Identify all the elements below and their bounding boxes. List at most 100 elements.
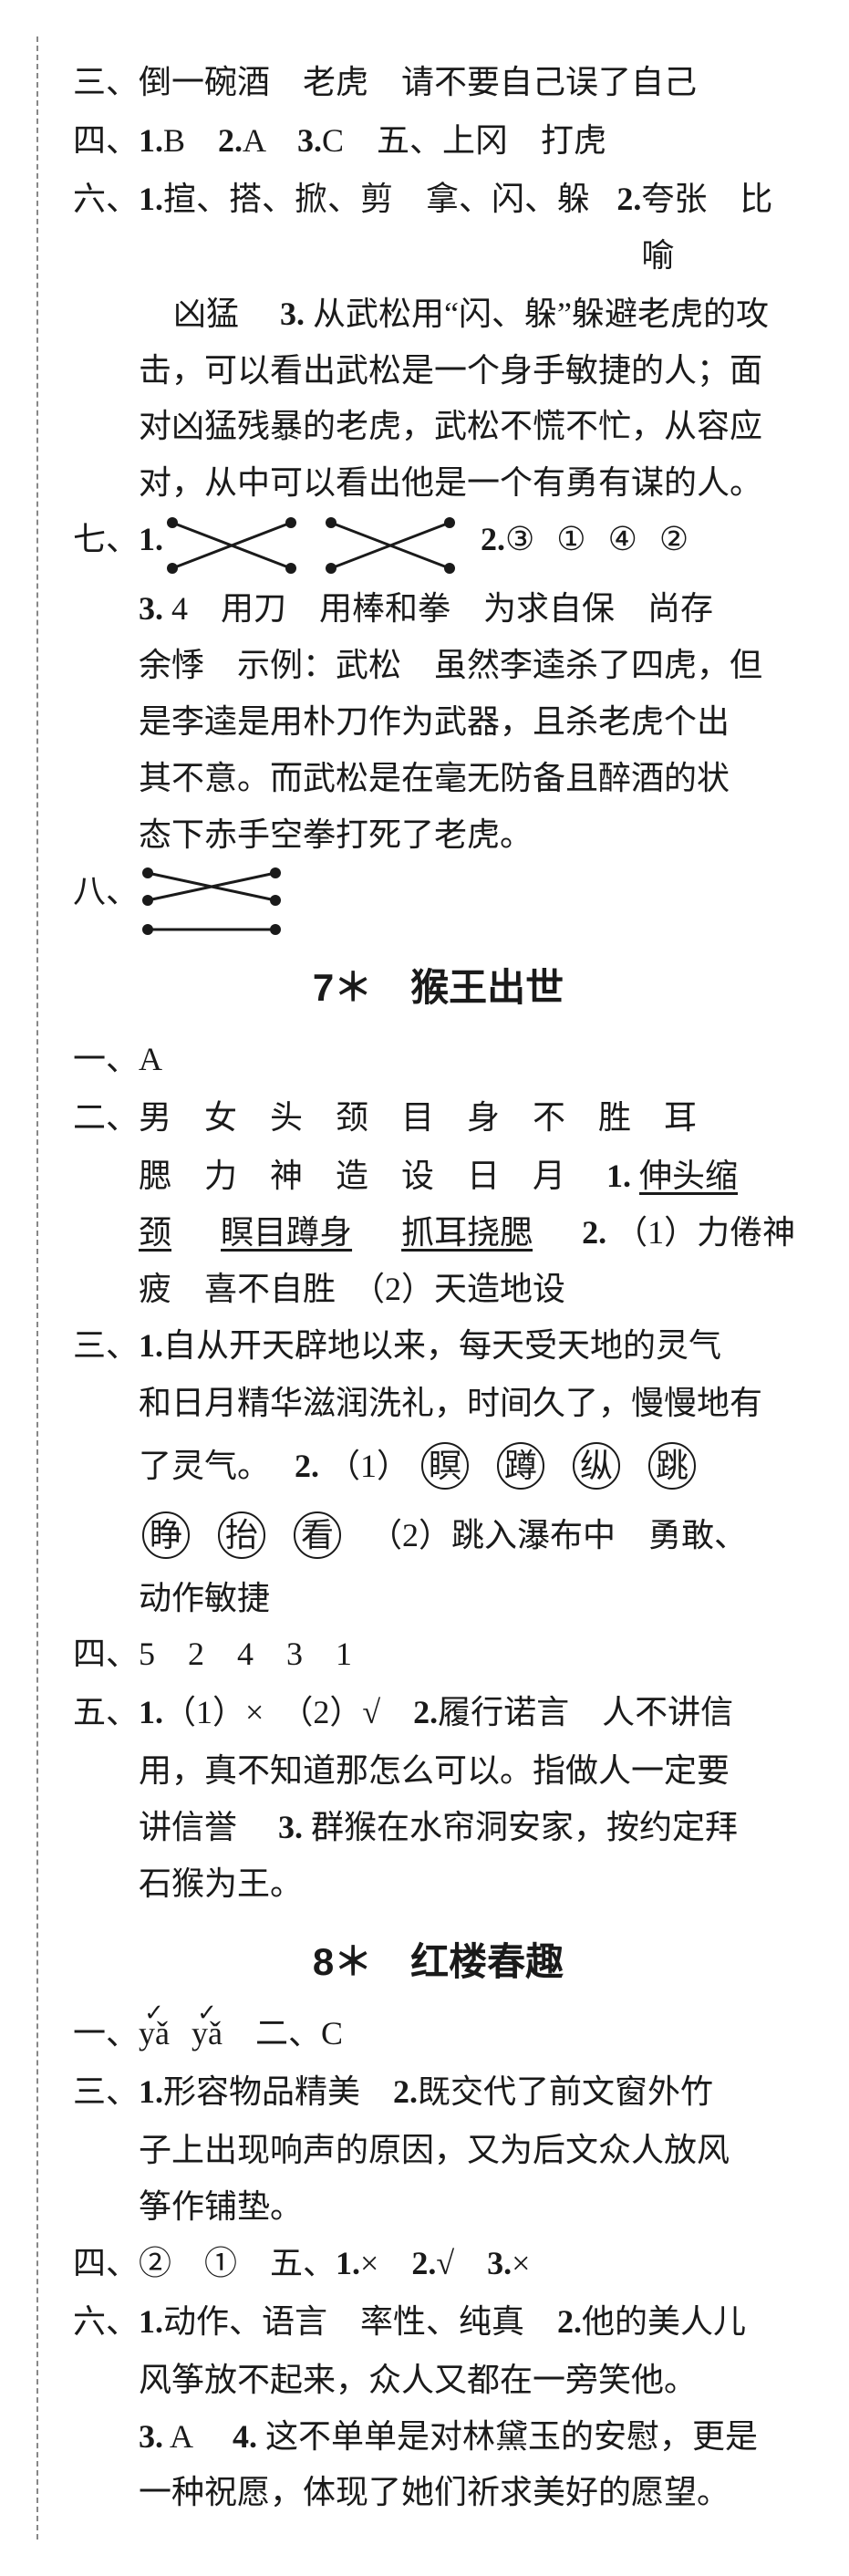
line-san-b2: 子上出现响声的原因，又为后文众人放风 (73, 2123, 803, 2179)
val: 夸张 比喻 (641, 171, 803, 285)
text-underline: 颈 (139, 1214, 171, 1251)
text: 男 女 头 颈 目 身 不 胜 耳 (139, 1090, 697, 1147)
title-text: 8＊ 红楼春趣 (313, 1940, 564, 1983)
line-7-4: 是李逵是用朴刀作为武器，且杀老虎个出 (73, 694, 803, 751)
line-san-4: 睁 抬 看 （2）跳入瀑布中 勇敢、 (73, 1501, 803, 1571)
num: 2. (481, 512, 505, 568)
num: 1. (139, 1685, 163, 1741)
pinyin-checked: ✓ yǎ (192, 2006, 223, 2062)
cross-diagram-3 (139, 864, 285, 939)
line-wu-2: 用，真不知道那怎么可以。指做人一定要 (73, 1743, 803, 1800)
num: 2. (218, 113, 243, 170)
circle-char: 跳 (648, 1442, 696, 1490)
num: 1. (606, 1158, 631, 1194)
line-6-4: 对凶猛残暴的老虎，武松不慌不忙，从容应 (73, 399, 803, 455)
num: 2. (413, 1685, 438, 1741)
text-underline: 瞑目蹲身 (221, 1214, 352, 1251)
val: 这不单单是对林黛玉的安慰，更是 (265, 2418, 758, 2455)
label-4: 四、 (73, 113, 139, 170)
text: 是李逵是用朴刀作为武器，且杀老虎个出 (139, 703, 730, 740)
num: 1. (139, 512, 163, 568)
num: 1. (139, 113, 163, 170)
line-er-2: 腮 力 神 造 设 日 月 1. 伸头缩 (73, 1148, 803, 1205)
text: 讲信誉 (139, 1809, 270, 1845)
val: × (512, 2236, 530, 2292)
line-san-2: 和日月精华滋润洗礼，时间久了，慢慢地有 (73, 1376, 803, 1432)
text: 腮 力 神 造 设 日 月 (139, 1158, 598, 1194)
line-8: 八、 (73, 864, 803, 939)
val: √ (436, 2236, 487, 2292)
cross-diagram-1 (163, 512, 300, 579)
circle-char: 瞑 (421, 1442, 469, 1490)
num: 3. (139, 590, 163, 627)
text: 一种祝愿，体现了她们祈求美好的愿望。 (139, 2474, 730, 2510)
text: ② ① 五、 (139, 2236, 336, 2292)
text: 石猴为王。 (139, 1865, 303, 1902)
title-8-honglou: 8＊ 红楼春趣 (73, 1929, 803, 1995)
text-underline: 伸头缩 (639, 1158, 738, 1194)
text: （2）跳入瀑布中 勇敢、 (353, 1517, 747, 1553)
num: 2. (616, 171, 641, 228)
label-5: 五、 (73, 1685, 139, 1741)
label-3b: 三、 (73, 2064, 139, 2121)
line-7-1: 七、 1. 2. ③ ① ④ ② (73, 512, 803, 579)
title-text: 7＊ 猴王出世 (313, 966, 564, 1009)
circle-char: 睁 (142, 1511, 190, 1559)
circle-char: 纵 (573, 1442, 620, 1490)
circle-num: ① (556, 512, 585, 568)
line-er-4: 疲 喜不自胜 （2）天造地设 (73, 1262, 803, 1318)
num: 1. (139, 171, 163, 228)
label-4c: 四、 (73, 2236, 139, 2292)
line-yi-a: 一、 A (73, 1032, 803, 1088)
val: 形容物品精美 (163, 2064, 393, 2121)
val: × (360, 2236, 411, 2292)
label-1: 一、 (73, 1032, 139, 1088)
num: 1. (139, 2064, 163, 2121)
num: 2. (393, 2064, 418, 2121)
line-6-1: 六、 1. 揎、搭、掀、剪 拿、闪、躲 2. 夸张 比喻 (73, 171, 803, 285)
text: 其不意。而武松是在毫无防备且醉酒的状 (139, 760, 730, 796)
circle-num: ③ (505, 512, 534, 568)
label-8: 八、 (73, 864, 139, 920)
line-6-5: 对，从中可以看出他是一个有勇有谋的人。 (73, 455, 803, 512)
text: （1）力倦神 (615, 1214, 795, 1251)
line-san-1: 三、 1. 自从开天辟地以来，每天受天地的灵气 (73, 1318, 803, 1375)
line-7-6: 态下赤手空拳打死了老虎。 (73, 807, 803, 864)
text: 二、C (223, 2006, 343, 2062)
label-3: 三、 (73, 1318, 139, 1375)
text: 从武松用“闪、躲”躲避老虎的攻 (313, 296, 769, 332)
line-6-3: 击，可以看出武松是一个身手敏捷的人；面 (73, 343, 803, 400)
line-er-3: 颈 瞑目蹲身 抓耳挠腮 2. （1）力倦神 (73, 1205, 803, 1262)
line-wu-3: 讲信誉 3. 群猴在水帘洞安家，按约定拜 (73, 1800, 803, 1856)
label-7: 七、 (73, 512, 139, 568)
cross-diagram-2 (322, 512, 459, 579)
num: 3. (139, 2418, 163, 2455)
line-san-5: 动作敏捷 (73, 1571, 803, 1627)
sp (541, 1214, 574, 1251)
text: 疲 喜不自胜 （2）天造地设 (139, 1271, 565, 1307)
text-underline: 抓耳挠腮 (401, 1214, 533, 1251)
val: B (163, 113, 218, 170)
line-san-3: 了灵气。 2. （1） 瞑 蹲 纵 跳 (73, 1432, 803, 1501)
circle-char: 抬 (218, 1511, 265, 1559)
num: 3. (280, 296, 305, 332)
line-si: 四、 5 2 4 3 1 (73, 1626, 803, 1683)
text: 自从开天辟地以来，每天受天地的灵气 (163, 1318, 721, 1375)
text: 筝作铺垫。 (139, 2188, 303, 2225)
text: 和日月精华滋润洗礼，时间久了，慢慢地有 (139, 1385, 762, 1421)
val: 既交代了前文窗外竹 (418, 2064, 713, 2121)
text: 群猴在水帘洞安家，按约定拜 (311, 1809, 738, 1845)
circle-num: ④ (608, 512, 637, 568)
line-wu-1: 五、 1. （1）× （2）√ 2. 履行诺言 人不讲信 (73, 1685, 803, 1741)
val: 他的美人儿 (582, 2294, 746, 2351)
val: A (243, 113, 297, 170)
val: A (139, 1032, 162, 1088)
line-san-b1: 三、 1. 形容物品精美 2. 既交代了前文窗外竹 (73, 2064, 803, 2121)
label-6: 六、 (73, 171, 139, 228)
val: 揎、搭、掀、剪 拿、闪、躲 (163, 171, 616, 228)
line-7-3: 余悸 示例：武松 虽然李逵杀了四虎，但 (73, 638, 803, 694)
text: 击，可以看出武松是一个身手敏捷的人；面 (139, 352, 762, 389)
val: A (170, 2418, 224, 2455)
num: 3. (487, 2236, 512, 2292)
line-6-2: 凶猛 3. 从武松用“闪、躲”躲避老虎的攻 (73, 286, 803, 343)
